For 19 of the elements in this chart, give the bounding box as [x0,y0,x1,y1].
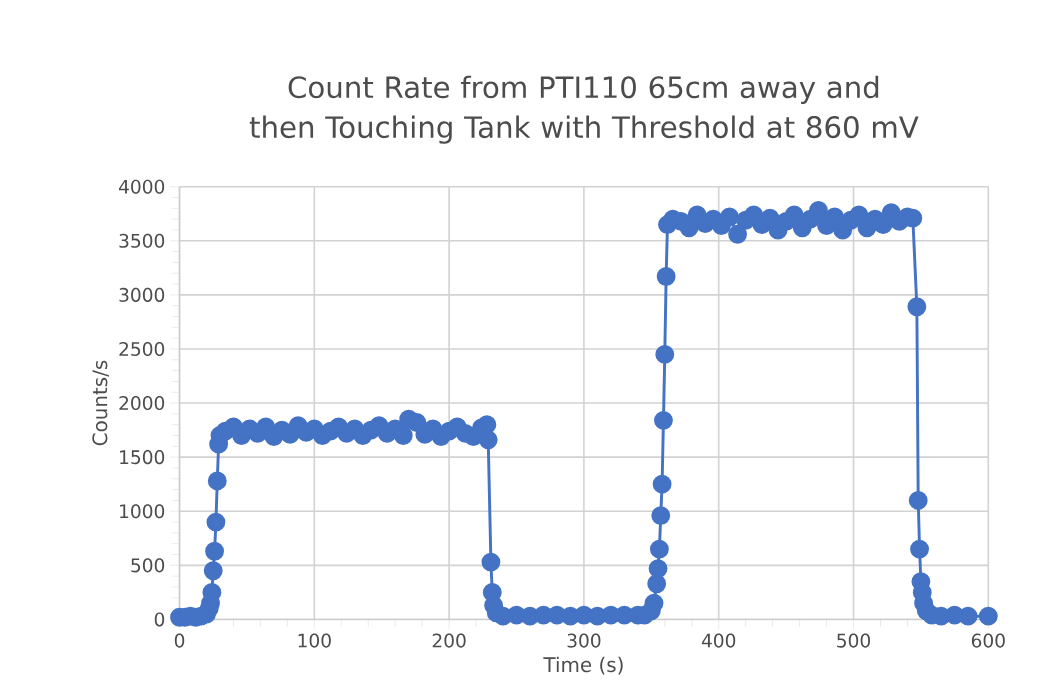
y-tick-label: 0 [154,612,165,627]
x-axis-title: Time (s) [543,656,623,675]
y-tick-label: 3500 [119,233,165,248]
chart-title: Count Rate from PTI110 65cm away and then Touching Tank with Threshold at 860 mV [249,75,919,144]
y-tick-label: 1000 [120,504,165,519]
y-tick-label: 4000 [118,179,165,194]
y-tick-label: 500 [131,558,165,573]
x-tick-label: 600 [971,633,1005,648]
x-tick-label: 300 [567,633,601,648]
x-tick-label: 0 [174,633,185,648]
x-tick-label: 500 [837,633,871,648]
y-tick-label: 3000 [119,287,165,302]
y-tick-label: 2500 [119,341,165,357]
y-tick-label: 2000 [119,396,165,411]
x-tick-label: 100 [298,633,331,648]
y-axis-title: Counts/s [92,360,109,446]
x-tick-label: 400 [701,633,736,648]
y-tick-label: 1500 [120,450,165,465]
x-tick-label: 200 [432,633,466,648]
